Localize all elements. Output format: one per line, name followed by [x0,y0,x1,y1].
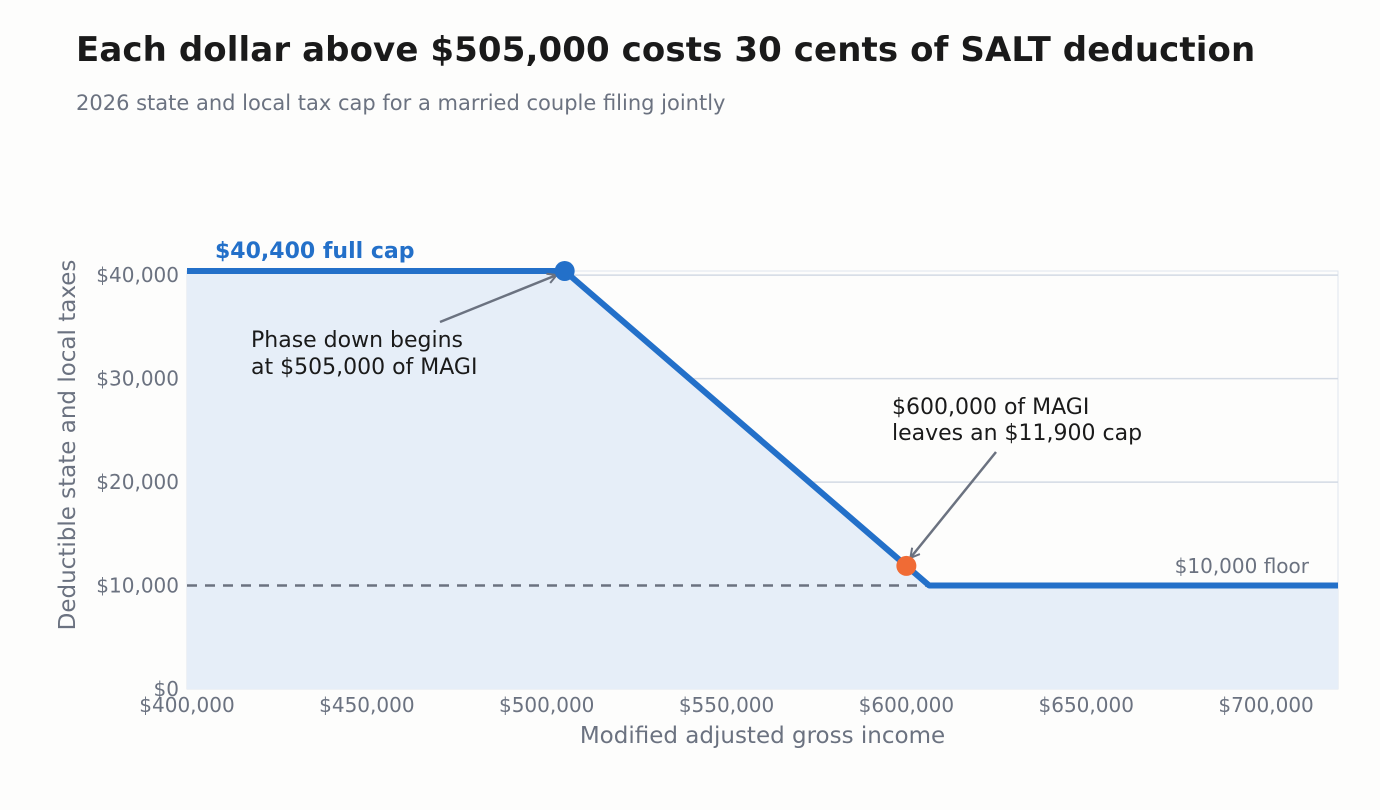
x-tick-label: $550,000 [679,693,774,717]
annotation-line: at $505,000 of MAGI [251,355,477,380]
axes: $0 $10,000 $20,000 $30,000 $40,000 $400,000 $4… [55,260,1314,749]
y-tick-label: $0 [154,677,179,701]
annotations: $40,400 full cap $10,000 floor Phase down … [215,239,1310,578]
y-tick-label: $40,000 [96,263,179,287]
x-tick-label: $600,000 [859,693,954,717]
y-axis-label: Deductible state and local taxes [55,260,81,631]
floor-label: $10,000 floor [1175,554,1310,578]
example-arrow [910,451,997,558]
chart-subtitle: 2026 state and local tax cap for a marri… [76,91,726,115]
full-cap-label: $40,400 full cap [215,239,414,264]
chart-title: Each dollar above $505,000 costs 30 cent… [76,30,1256,70]
plot-area [187,268,1338,689]
annotation-line: leaves an $11,900 cap [892,421,1142,446]
x-tick-label: $700,000 [1218,693,1313,717]
example-point [896,555,917,576]
y-tick-label: $20,000 [96,470,179,494]
series-line [187,268,1338,589]
highlight-points [554,261,917,576]
x-axis-label: Modified adjusted gross income [580,723,945,749]
y-tick-label: $30,000 [96,367,179,391]
phase-down-annotation-text: Phase down begins at $505,000 of MAGI [251,328,477,380]
annotation-line: Phase down begins [251,328,463,353]
x-tick-label: $450,000 [319,693,414,717]
area-fill [187,271,1338,689]
x-tick-label: $650,000 [1039,693,1134,717]
phase-down-point [554,261,575,281]
y-tick-label: $10,000 [96,574,179,598]
annotation-line: $600,000 of MAGI [892,395,1089,420]
example-annotation-text: $600,000 of MAGI leaves an $11,900 cap [892,395,1142,446]
phase-down-arrow [439,275,557,324]
x-tick-label: $500,000 [499,693,594,717]
x-tick-label: $400,000 [139,693,234,717]
